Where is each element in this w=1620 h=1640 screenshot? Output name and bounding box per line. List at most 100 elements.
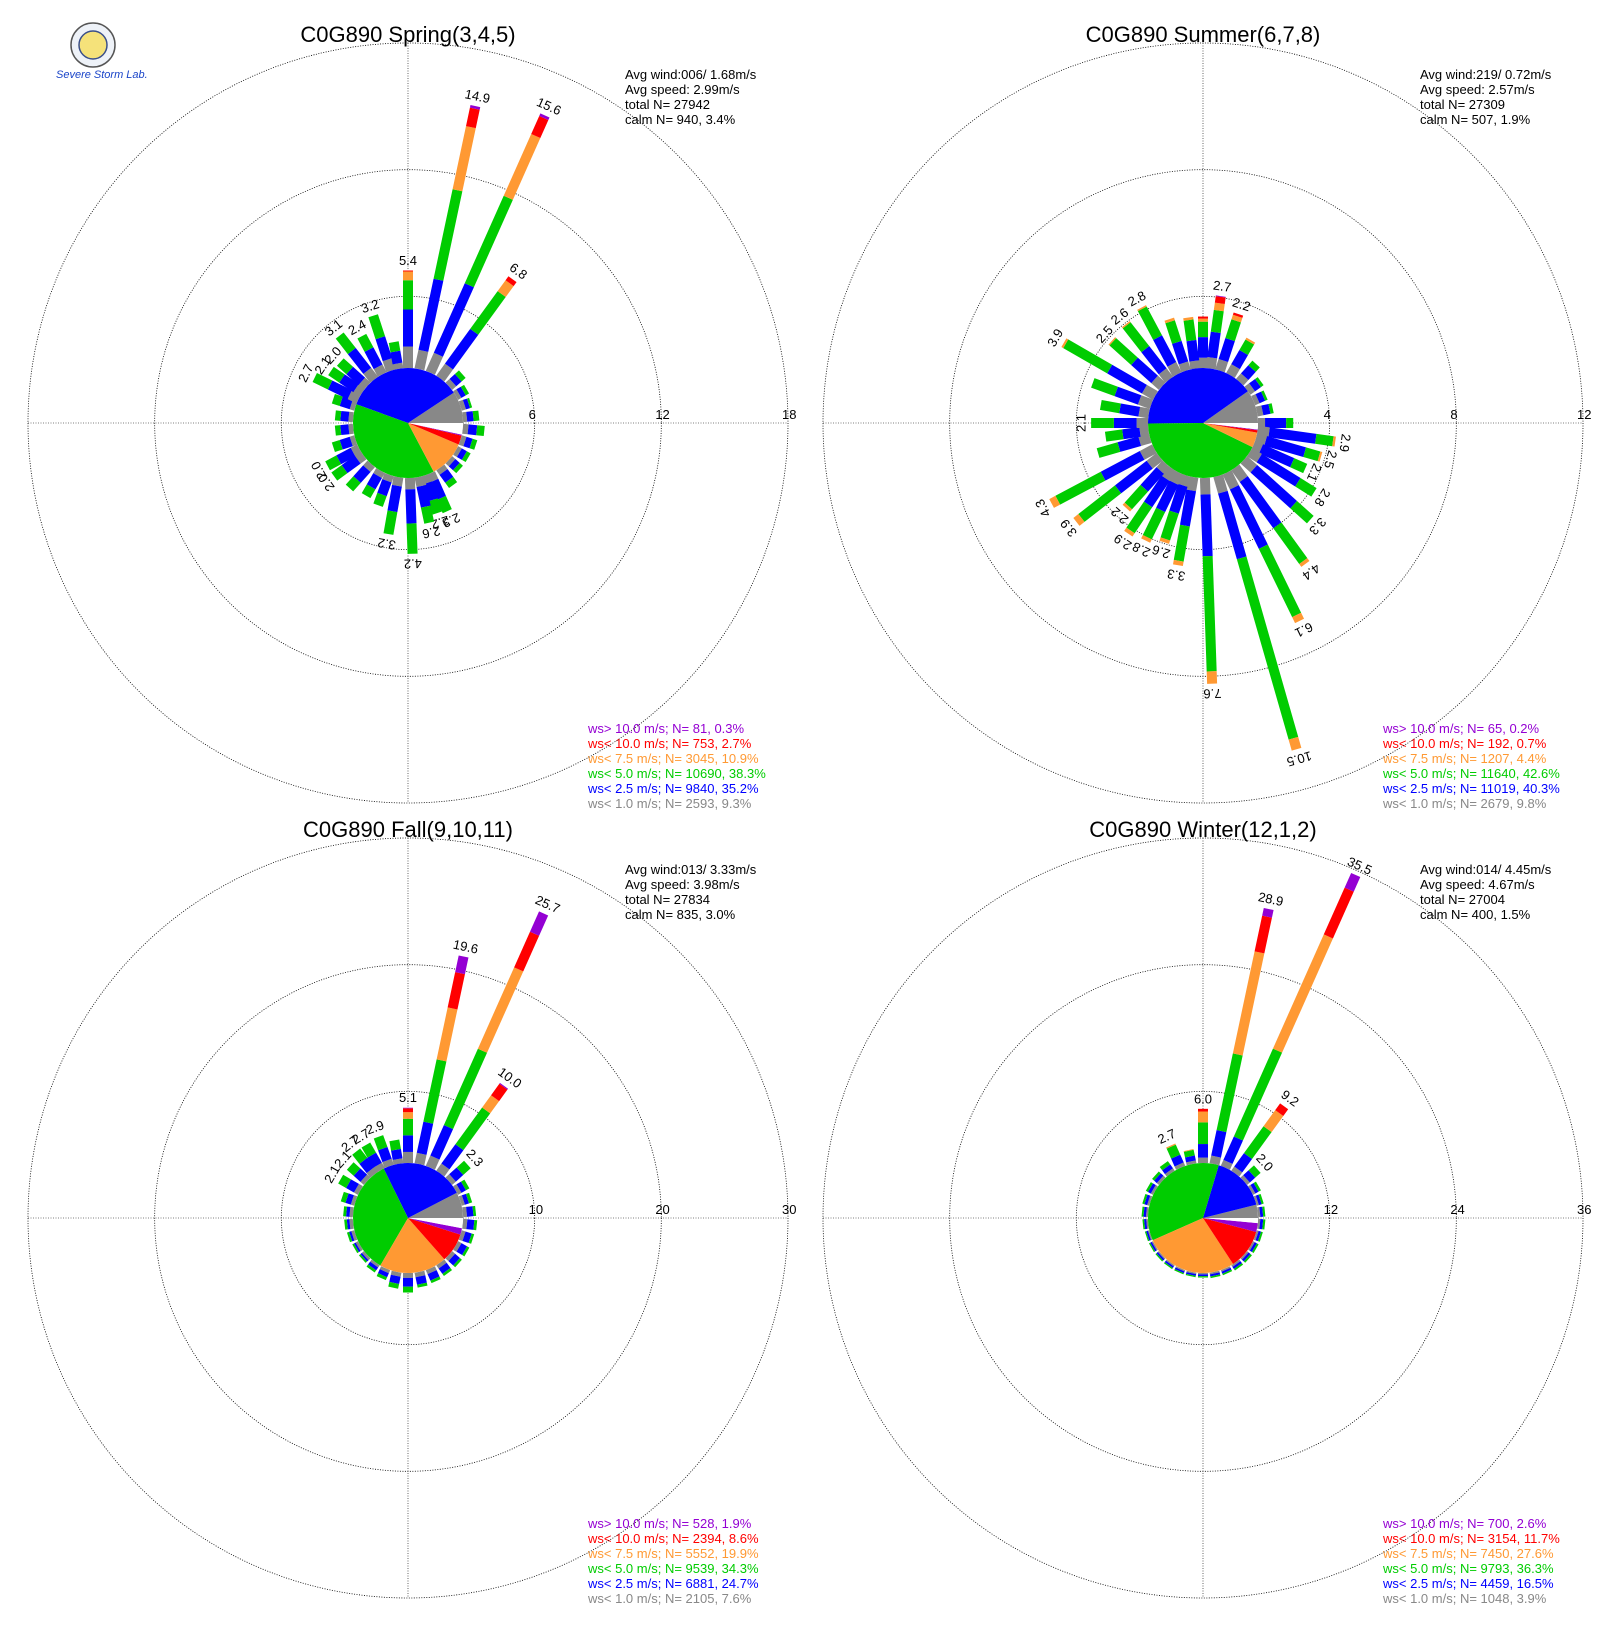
bar-segment <box>416 484 431 508</box>
bar-segment <box>1249 1242 1257 1253</box>
bar-segment <box>1225 319 1241 342</box>
bar-segment <box>460 384 470 396</box>
direction-bar: 2.8 <box>1125 288 1182 377</box>
bar-segment <box>1189 360 1201 370</box>
bar-segment <box>1248 1165 1261 1178</box>
bar-segment <box>1222 470 1239 490</box>
bar-segment <box>1179 489 1197 527</box>
bar-segment <box>387 484 402 513</box>
bar-segment <box>1198 357 1208 368</box>
speed-pie <box>352 1163 463 1273</box>
bar-segment <box>1290 458 1308 474</box>
legend-entry: ws< 2.5 m/s; N= 4459, 16.5% <box>1382 1576 1554 1591</box>
bar-segment <box>1164 1260 1174 1268</box>
bar-segment <box>503 133 541 200</box>
bar-value-label: 6.0 <box>1194 1091 1212 1106</box>
bar-segment <box>1198 337 1208 358</box>
bar-segment <box>456 1181 467 1193</box>
bar-segment <box>1251 1243 1259 1253</box>
direction-bar <box>414 1270 428 1288</box>
direction-bar: 2.6 <box>1150 473 1191 562</box>
bar-segment <box>453 446 462 457</box>
bar-segment <box>1078 485 1122 522</box>
direction-bar: 2.7 <box>1205 277 1232 370</box>
ring-label: 24 <box>1450 1202 1464 1217</box>
bar-segment <box>1114 460 1153 494</box>
bar-value-label: 3.2 <box>376 535 396 553</box>
bar-segment <box>340 410 350 422</box>
pie-slice <box>1203 423 1258 431</box>
bar-segment <box>514 931 540 972</box>
bar-segment <box>390 350 403 365</box>
bar-segment <box>449 374 462 387</box>
bar-segment <box>438 1262 451 1274</box>
bar-segment <box>1113 418 1137 428</box>
bar-segment <box>473 1219 478 1231</box>
bar-segment <box>1299 558 1310 567</box>
bar-segment <box>1073 514 1085 526</box>
bar-segment <box>462 398 471 410</box>
bar-segment <box>1107 364 1147 394</box>
direction-bar: 5.1 <box>399 1090 417 1163</box>
direction-bar <box>1198 316 1208 368</box>
bar-segment <box>1147 1195 1153 1206</box>
bar-segment <box>1156 1175 1166 1185</box>
direction-bar <box>1236 360 1260 386</box>
bar-segment <box>344 1219 348 1230</box>
bar-segment <box>1275 1103 1289 1116</box>
stats-line: calm N= 400, 1.5% <box>1420 907 1531 922</box>
bar-segment <box>392 362 404 370</box>
direction-bar: 2.6 <box>1108 305 1174 383</box>
panel-fall: C0G890 Fall(9,10,11) Avg wind:013/ 3.33m… <box>27 817 796 1606</box>
bar-segment <box>1150 1184 1158 1195</box>
bar-segment <box>1206 671 1218 684</box>
bar-segment <box>1153 335 1177 367</box>
direction-bar: 6.0 <box>1194 1091 1212 1163</box>
speed-pie <box>353 368 464 478</box>
bar-segment <box>1263 1110 1284 1133</box>
direction-bar <box>345 460 375 492</box>
bar-segment <box>466 107 480 129</box>
bar-value-label: 7.6 <box>1203 686 1222 702</box>
bar-segment <box>406 523 418 554</box>
bar-segment <box>1122 426 1141 440</box>
bar-segment <box>1186 1160 1197 1166</box>
bar-segment <box>453 462 463 474</box>
direction-bar <box>453 384 470 400</box>
bar-segment <box>1265 418 1287 428</box>
bar-segment <box>462 1246 470 1257</box>
pie-slice <box>1203 1218 1257 1265</box>
bar-segment <box>1156 1251 1165 1261</box>
bar-segment <box>466 411 474 422</box>
stats-line: Avg wind:014/ 4.45m/s <box>1420 862 1552 877</box>
bar-segment <box>466 1206 474 1217</box>
bar-segment <box>1262 1206 1266 1217</box>
logo-emblem-inner-icon <box>78 30 108 60</box>
bar-segment <box>349 1206 354 1218</box>
legend-entry: ws> 10.0 m/s; N= 65, 0.2% <box>1382 721 1540 736</box>
bar-value-label: 35.5 <box>1345 854 1374 878</box>
ring-label: 8 <box>1450 407 1457 422</box>
bar-segment <box>1146 1230 1151 1241</box>
pie-slice <box>383 1163 457 1218</box>
bar-segment <box>1323 887 1354 939</box>
bar-segment <box>458 435 467 447</box>
bar-segment <box>1108 337 1117 346</box>
bar-segment <box>1162 1164 1173 1175</box>
bar-segment <box>442 1267 453 1276</box>
bar-segment <box>1317 451 1323 462</box>
bar-segment <box>1156 480 1179 513</box>
bar-segment <box>1218 337 1235 363</box>
bar-segment <box>436 1007 458 1062</box>
bar-segment <box>423 1059 447 1124</box>
bar-segment <box>1213 302 1225 312</box>
direction-bar <box>436 464 458 488</box>
logo-text: Severe Storm Lab. <box>56 69 148 81</box>
direction-bar <box>1257 1218 1266 1230</box>
bar-segment <box>403 1108 413 1113</box>
bar-value-label: 2.9 <box>1337 433 1354 453</box>
bar-segment <box>472 1205 477 1217</box>
bar-segment <box>403 280 413 310</box>
bar-segment <box>1234 1153 1253 1173</box>
bar-segment <box>1151 1241 1158 1251</box>
